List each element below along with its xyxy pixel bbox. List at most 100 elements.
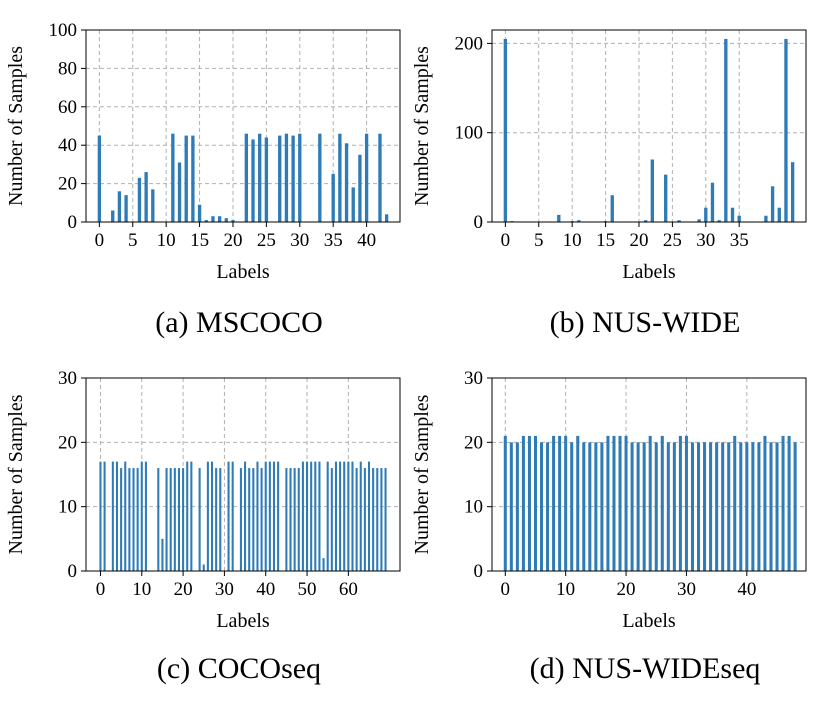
bar (636, 442, 640, 571)
bar (182, 468, 185, 571)
x-axis-label: Labels (216, 261, 270, 283)
y-tick-label: 30 (464, 368, 483, 389)
bar (120, 468, 123, 571)
bar (219, 468, 222, 571)
bar (351, 187, 355, 222)
bar (306, 461, 309, 571)
x-tick-label: 25 (257, 230, 276, 251)
bar (124, 461, 127, 571)
bar (171, 133, 175, 222)
bar (231, 461, 234, 571)
bar (284, 133, 289, 222)
bar (184, 135, 188, 222)
bar (343, 461, 346, 571)
bar (724, 38, 728, 223)
bar (344, 143, 349, 222)
bar (594, 442, 598, 571)
x-tick-label: 5 (128, 230, 138, 251)
bar (564, 435, 568, 571)
bar (664, 174, 668, 222)
bar (111, 210, 115, 222)
bar (751, 442, 755, 571)
bar (359, 461, 362, 571)
bar (730, 207, 735, 222)
bar (244, 461, 247, 571)
y-tick-label: 200 (455, 33, 484, 54)
bar (318, 461, 321, 571)
bar (326, 461, 329, 571)
bar (784, 38, 788, 223)
bar (111, 461, 114, 571)
y-tick-label: 20 (58, 432, 77, 453)
x-tick-label: 15 (596, 230, 615, 251)
bar (291, 135, 295, 222)
bar (606, 435, 610, 571)
bar (739, 442, 743, 571)
y-tick-label: 10 (464, 497, 483, 518)
bar (310, 461, 313, 571)
bar (570, 442, 574, 571)
x-tick-label: 0 (501, 230, 511, 251)
bar (503, 435, 507, 571)
bar (745, 442, 749, 571)
x-tick-label: 20 (223, 230, 242, 251)
bar (642, 442, 646, 571)
bar (643, 220, 648, 222)
x-axis-label: Labels (622, 261, 676, 283)
bar (210, 461, 214, 571)
bar (376, 468, 379, 571)
bar (677, 220, 681, 222)
bar (793, 442, 797, 571)
y-tick-label: 80 (58, 58, 77, 79)
bar (197, 204, 202, 222)
bar (351, 461, 354, 571)
x-tick-label: 10 (157, 230, 176, 251)
x-tick-label: 30 (677, 579, 696, 600)
bar (650, 159, 655, 222)
bar (358, 154, 362, 222)
chart-caption: (c) COCOseq (157, 652, 321, 685)
bar (363, 468, 366, 571)
y-tick-label: 0 (68, 212, 78, 233)
bar (672, 442, 676, 571)
bar (624, 435, 628, 571)
bar (137, 177, 142, 222)
x-tick-label: 10 (132, 579, 151, 600)
bar (737, 215, 741, 222)
bar (733, 435, 737, 571)
x-tick-label: 5 (534, 230, 544, 251)
x-tick-label: 25 (663, 230, 682, 251)
bar (654, 442, 658, 571)
bar (97, 135, 102, 222)
bar (144, 461, 147, 571)
bar (264, 137, 269, 222)
bar (215, 468, 218, 571)
x-tick-label: 0 (95, 230, 105, 251)
chart-0: 0 5 10 15 20 25 30 35 40 0 20 40 60 80 100 Labels Number… (5, 20, 401, 339)
y-tick-label: 60 (58, 97, 77, 118)
bar (709, 442, 713, 571)
bar (190, 461, 193, 571)
chart-caption: (d) NUS-WIDEseq (530, 652, 761, 685)
bar (227, 461, 230, 571)
bar (775, 442, 779, 571)
bar (546, 442, 550, 571)
bar (770, 186, 775, 222)
bar (666, 442, 670, 571)
x-tick-label: 35 (730, 230, 749, 251)
bar (787, 435, 791, 571)
bar (165, 468, 168, 571)
bar (355, 468, 358, 571)
bar (239, 468, 242, 571)
bar (206, 461, 209, 571)
bar (128, 468, 131, 571)
bar (781, 435, 785, 571)
chart-caption: (a) MSCOCO (155, 306, 323, 339)
bar (331, 174, 335, 222)
bar (540, 442, 544, 571)
bar (576, 435, 580, 571)
bar (704, 207, 708, 222)
bar (224, 218, 228, 222)
